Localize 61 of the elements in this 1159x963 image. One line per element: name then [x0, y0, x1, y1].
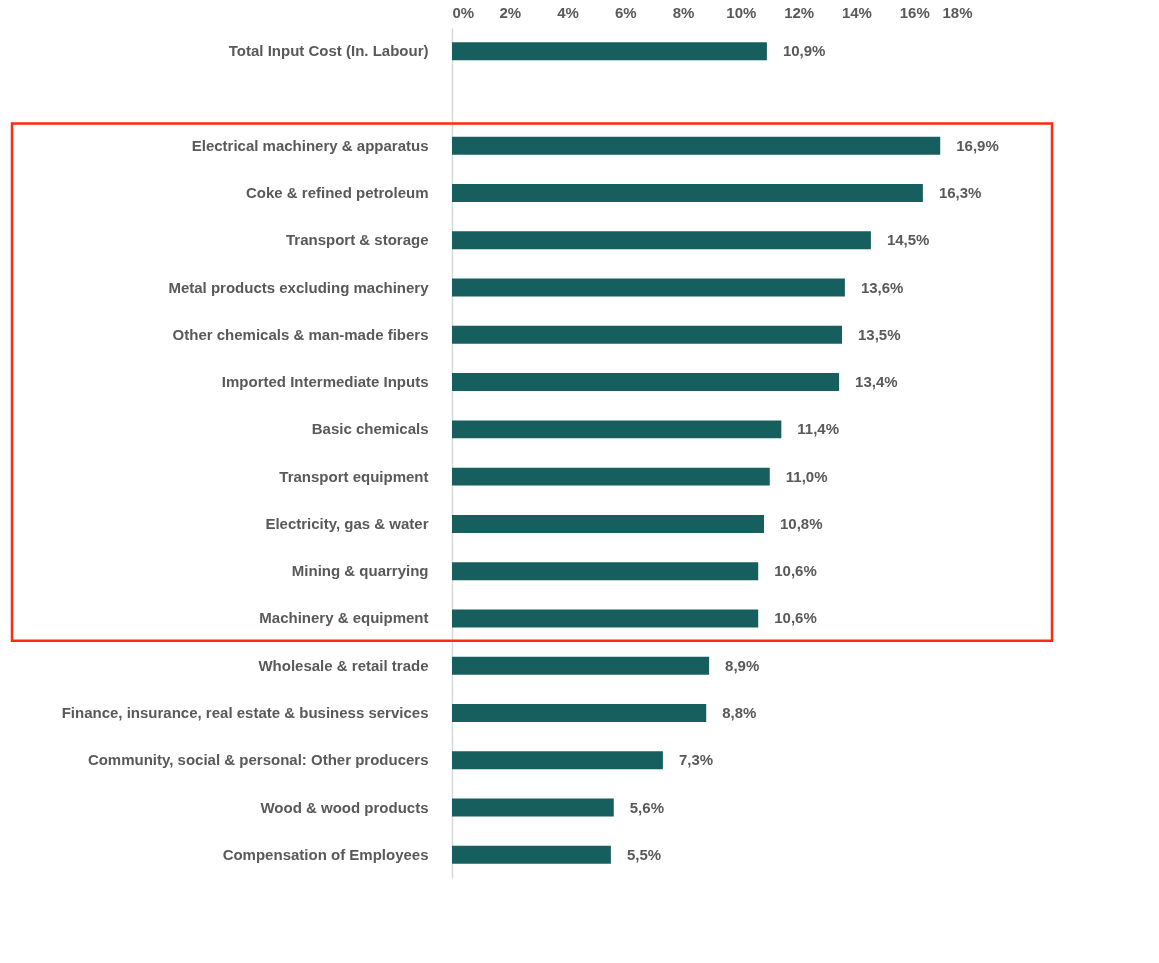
data-label: 5,6%	[629, 798, 664, 816]
data-label: 5,5%	[626, 845, 662, 863]
data-label: 8,8%	[722, 704, 757, 722]
x-tick-label: 16%	[899, 3, 930, 21]
data-label: 13,4%	[855, 373, 898, 391]
bar	[452, 845, 611, 864]
x-tick-label: 8%	[672, 3, 695, 21]
data-label: 13,5%	[858, 325, 901, 343]
bar	[452, 798, 614, 817]
x-tick-label: 0%	[452, 3, 475, 21]
y-tick-label: Mining & quarrying	[291, 562, 429, 580]
x-tick-label: 4%	[557, 3, 579, 21]
bar	[452, 562, 759, 581]
y-tick-label: Transport equipment	[279, 467, 429, 485]
y-tick-label: Machinery & equipment	[259, 609, 429, 627]
data-label: 14,5%	[886, 231, 930, 249]
data-label: 8,9%	[725, 656, 760, 674]
y-tick-label: Total Input Cost (In. Labour)	[228, 42, 429, 60]
data-label: 11,4%	[797, 420, 840, 438]
data-label: 10,6%	[774, 562, 817, 580]
bar	[452, 136, 941, 155]
data-label: 11,0%	[785, 467, 828, 485]
bar	[452, 42, 767, 61]
bar	[452, 231, 871, 250]
y-tick-label: Other chemicals & man-made fibers	[172, 325, 429, 343]
data-label: 10,9%	[782, 42, 826, 60]
y-tick-label: Wood & wood products	[260, 798, 429, 816]
data-label: 13,6%	[860, 278, 904, 296]
y-tick-label: Transport & storage	[285, 231, 429, 249]
data-label: 7,3%	[678, 751, 714, 769]
x-tick-label: 12%	[784, 3, 815, 21]
data-label: 16,3%	[938, 183, 982, 201]
bar	[452, 751, 663, 770]
y-tick-label: Coke & refined petroleum	[245, 183, 429, 201]
data-label: 10,6%	[774, 609, 817, 627]
bar	[452, 373, 840, 392]
y-tick-label: Finance, insurance, real estate & business services	[61, 704, 429, 722]
bar	[452, 420, 782, 439]
y-tick-label: Metal products excluding machinery	[168, 278, 430, 296]
x-tick-label: 6%	[614, 3, 637, 21]
bar	[452, 609, 759, 628]
y-tick-label: Basic chemicals	[311, 420, 429, 438]
x-tick-label: 14%	[841, 3, 872, 21]
x-tick-label: 10%	[726, 3, 757, 21]
x-tick-label: 18%	[942, 3, 973, 21]
data-label: 10,8%	[780, 514, 823, 532]
bar	[452, 514, 764, 533]
bar	[452, 325, 842, 344]
bar	[452, 467, 770, 486]
data-label: 16,9%	[956, 136, 999, 154]
y-tick-label: Compensation of Employees	[222, 845, 429, 863]
bar	[452, 184, 923, 202]
x-tick-label: 2%	[499, 3, 522, 21]
bar	[452, 278, 845, 297]
bar	[452, 656, 710, 675]
y-tick-label: Electricity, gas & water	[265, 514, 429, 532]
y-tick-label: Wholesale & retail trade	[258, 656, 429, 674]
y-tick-label: Electrical machinery & apparatus	[191, 136, 429, 154]
y-tick-label: Imported Intermediate Inputs	[221, 373, 429, 391]
bar	[452, 704, 707, 722]
y-tick-label: Community, social & personal: Other producers	[87, 751, 429, 769]
